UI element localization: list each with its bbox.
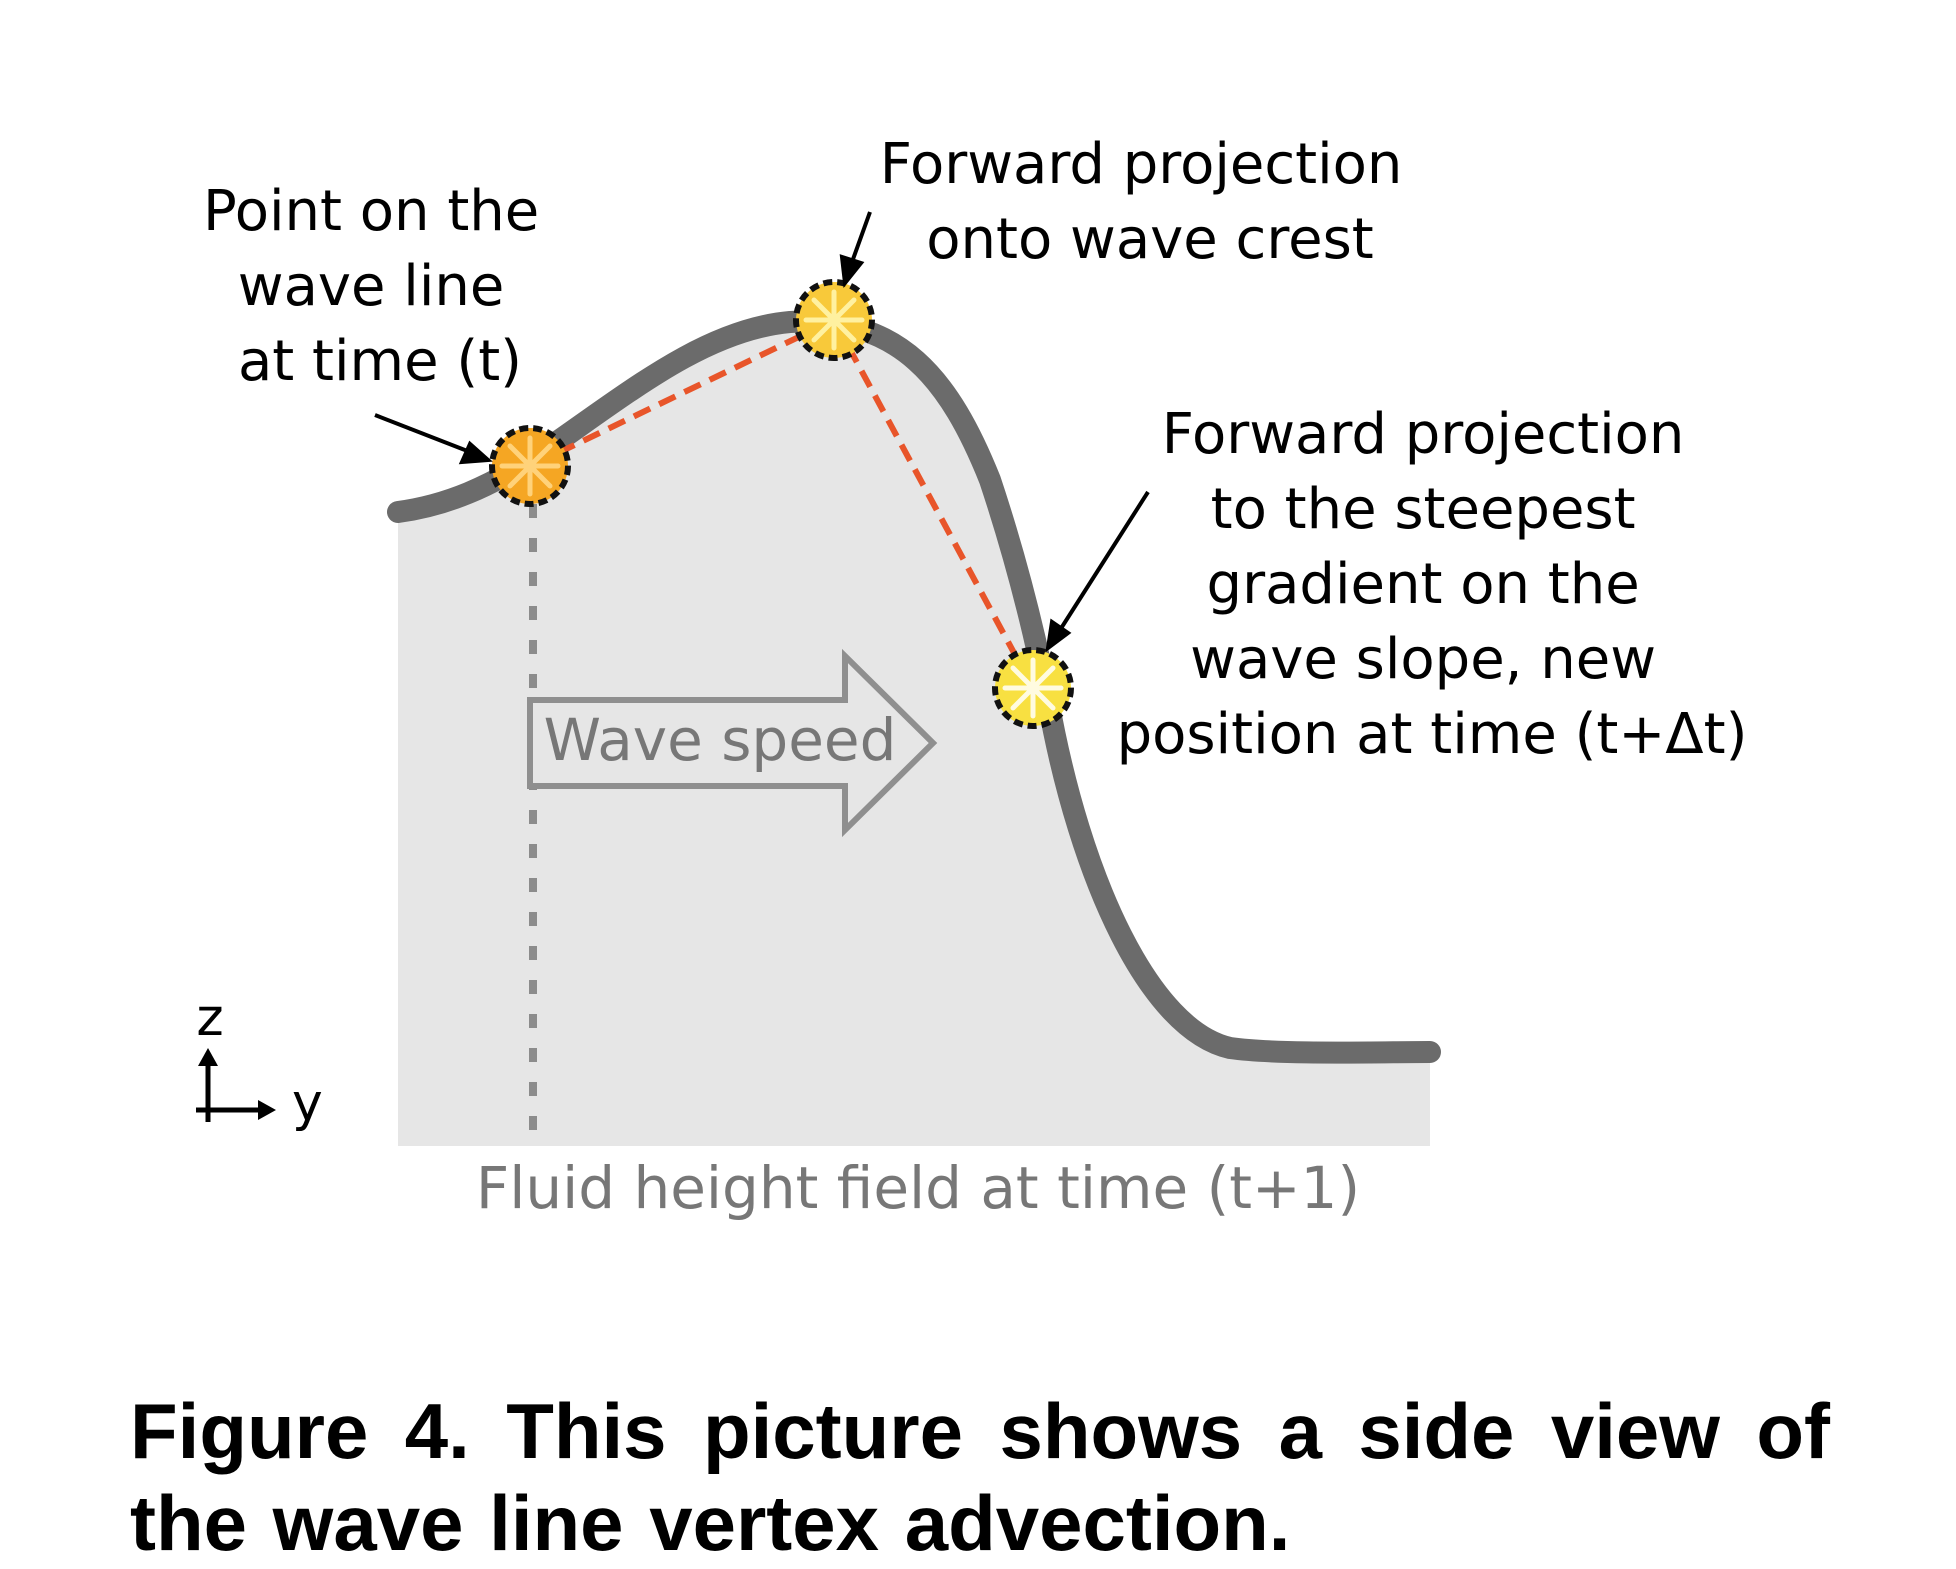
label-point-line-3: at time (t) [238, 329, 522, 394]
wave-line [387, 310, 1441, 1064]
label-steepest-line-5: position at time (t+Δt) [1117, 702, 1748, 767]
point-marker-icon [489, 425, 571, 507]
label-steepest-line-4: wave slope, new [1190, 627, 1656, 692]
label-point-on-wave-line: Point on the wave line at time (t) [203, 179, 557, 394]
leader-point-t [374, 413, 471, 454]
label-crest-projection: Forward projection onto wave crest [880, 132, 1421, 272]
label-point-line-1: Point on the [203, 179, 539, 244]
steepest-marker-icon [992, 647, 1074, 729]
leader-crest [850, 211, 872, 263]
label-crest-line-1: Forward projection [880, 132, 1403, 197]
figure-caption: Figure 4. This picture shows a side view… [130, 1387, 1830, 1567]
axis-y-label: y [292, 1073, 323, 1133]
leader-arrows [374, 211, 1150, 653]
leader-steepest [1058, 490, 1150, 632]
label-steepest-line-3: gradient on the [1207, 552, 1640, 617]
label-steepest-line-1: Forward projection [1162, 402, 1685, 467]
crest-marker-icon [793, 279, 875, 361]
label-fluid-height-field: Fluid height field at time (t+1) [476, 1154, 1360, 1222]
label-steepest-projection: Forward projection to the steepest gradi… [1117, 402, 1748, 767]
wave-speed-label: Wave speed [544, 706, 897, 774]
axis-icon: z y [196, 988, 323, 1133]
label-crest-line-2: onto wave crest [926, 207, 1373, 272]
axis-z-label: z [196, 988, 223, 1048]
label-point-line-2: wave line [238, 254, 505, 319]
label-steepest-line-2: to the steepest [1211, 477, 1636, 542]
wave-speed-arrow-icon [527, 648, 938, 838]
